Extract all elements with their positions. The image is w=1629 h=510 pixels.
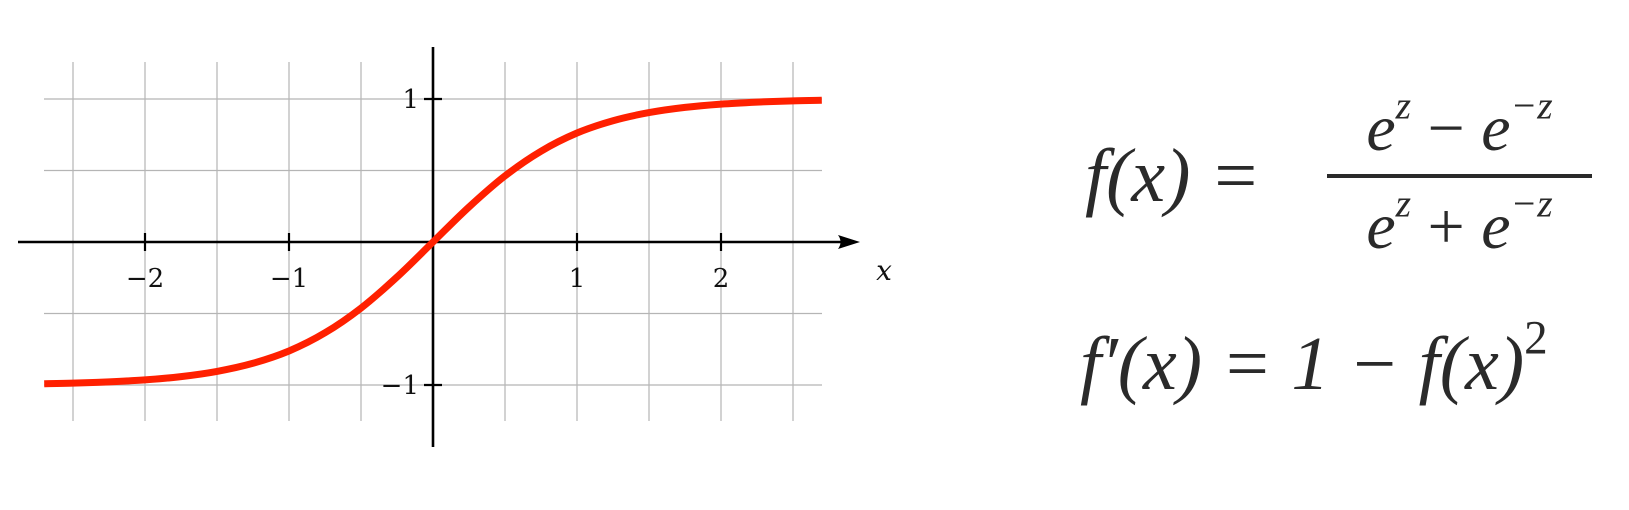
x-tick-label: 1 [569,264,586,294]
formula-denominator: ez + e−z [1327,184,1592,260]
x-tick-label: −2 [126,264,164,294]
numerator-base-2: e [1481,92,1511,165]
x-tick-label: −1 [270,264,308,294]
series-lines [44,96,822,388]
axis-ticks [143,97,723,387]
derivative-lhs: f′(x) = 1 − [1080,322,1400,406]
numerator-operator: − [1427,92,1465,165]
series-line-tanh [44,96,822,388]
x-axis-arrowhead [838,235,860,249]
denominator-base-1: e [1366,190,1396,263]
denominator-base-2: e [1481,190,1511,263]
denominator-operator: + [1427,190,1465,263]
formula-lhs-text: f(x) = [1085,134,1261,218]
fraction-bar [1327,174,1592,178]
derivative-rhs: f(x) [1418,322,1525,406]
derivative-formula: f′(x) = 1 − f(x)2 [1080,315,1548,402]
x-tick-label: 2 [713,264,730,294]
formula-numerator: ez − e−z [1327,86,1592,162]
tick-labels: −2 −1 1 2 1 −1 [126,85,729,401]
numerator-exponent-2: −z [1510,83,1553,128]
denominator-exponent-1: z [1395,181,1412,226]
numerator-exponent-1: z [1395,83,1412,128]
tanh-formula: f(x) = ez − e−z ez + e−z [1085,86,1605,266]
numerator-base-1: e [1366,92,1396,165]
x-axis-label: x [876,254,892,287]
formula-lhs: f(x) = [1085,138,1261,214]
denominator-exponent-2: −z [1510,181,1553,226]
formula-fraction: ez − e−z ez + e−z [1327,86,1592,266]
derivative-power: 2 [1524,312,1548,365]
y-tick-label: −1 [381,371,419,401]
y-tick-label: 1 [402,85,419,115]
